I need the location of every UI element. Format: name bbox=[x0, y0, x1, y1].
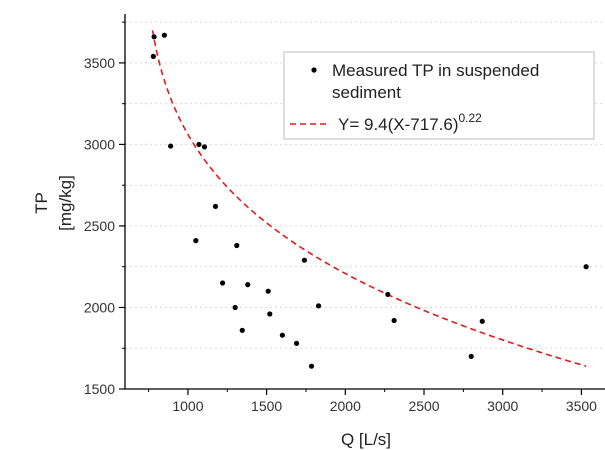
data-point bbox=[293, 340, 300, 346]
data-point bbox=[479, 318, 485, 324]
y-tick-label: 3500 bbox=[84, 55, 115, 71]
data-point bbox=[468, 353, 474, 359]
data-point bbox=[168, 143, 174, 149]
data-point bbox=[265, 288, 271, 294]
y-axis-label-line1: TP bbox=[32, 192, 51, 214]
y-tick-label: 1500 bbox=[84, 381, 115, 397]
y-tick-label: 2500 bbox=[84, 218, 115, 234]
data-point bbox=[267, 311, 273, 317]
x-ticks: 1000 1500 2000 2500 3000 3500 bbox=[148, 389, 597, 414]
x-tick-label: 2500 bbox=[408, 398, 439, 414]
y-tick-label: 3000 bbox=[84, 136, 115, 152]
data-point bbox=[315, 303, 322, 309]
legend-scatter-marker bbox=[311, 67, 317, 73]
data-point bbox=[212, 203, 219, 209]
data-point bbox=[385, 291, 391, 298]
data-point bbox=[239, 327, 245, 333]
data-point bbox=[245, 282, 251, 288]
x-tick-label: 3000 bbox=[487, 398, 518, 414]
scatter-points bbox=[150, 32, 589, 369]
data-point bbox=[391, 317, 397, 324]
legend-label-fit: Y= 9.4(X-717.6)0.22 bbox=[338, 111, 482, 134]
data-point bbox=[301, 257, 308, 263]
y-ticks: 1500 2000 2500 3000 3500 bbox=[84, 21, 125, 397]
data-point bbox=[150, 53, 156, 59]
data-point bbox=[219, 280, 226, 286]
data-point bbox=[279, 332, 285, 338]
data-point bbox=[193, 238, 199, 244]
x-tick-label: 1500 bbox=[251, 398, 282, 414]
legend-fit-exponent: 0.22 bbox=[459, 111, 483, 125]
legend-fit-equation: Y= 9.4(X-717.6) bbox=[338, 115, 459, 134]
data-point bbox=[201, 144, 208, 150]
data-point bbox=[583, 264, 589, 270]
fit-curve bbox=[151, 30, 587, 367]
legend: Measured TP in suspended sediment Y= 9.4… bbox=[283, 51, 595, 140]
fit-curve-layer bbox=[151, 30, 587, 367]
data-point bbox=[234, 242, 240, 249]
axes bbox=[124, 14, 605, 390]
x-tick-label: 2000 bbox=[330, 398, 361, 414]
data-point bbox=[308, 363, 315, 369]
data-point bbox=[196, 141, 202, 148]
legend-label-measured: Measured TP in suspended sediment bbox=[332, 61, 544, 102]
legend-box bbox=[283, 51, 595, 140]
x-tick-label: 3500 bbox=[566, 398, 597, 414]
x-axis-label: Q [L/s] bbox=[341, 430, 391, 449]
y-axis-label-line2: [mg/kg] bbox=[56, 175, 75, 231]
legend-label-measured-line1: Measured TP in suspended bbox=[332, 61, 539, 80]
x-tick-label: 1000 bbox=[172, 398, 203, 414]
data-point bbox=[232, 304, 238, 311]
data-point bbox=[151, 34, 157, 40]
data-point bbox=[161, 32, 167, 38]
y-tick-label: 2000 bbox=[84, 299, 115, 315]
legend-label-measured-line2: sediment bbox=[332, 83, 401, 102]
